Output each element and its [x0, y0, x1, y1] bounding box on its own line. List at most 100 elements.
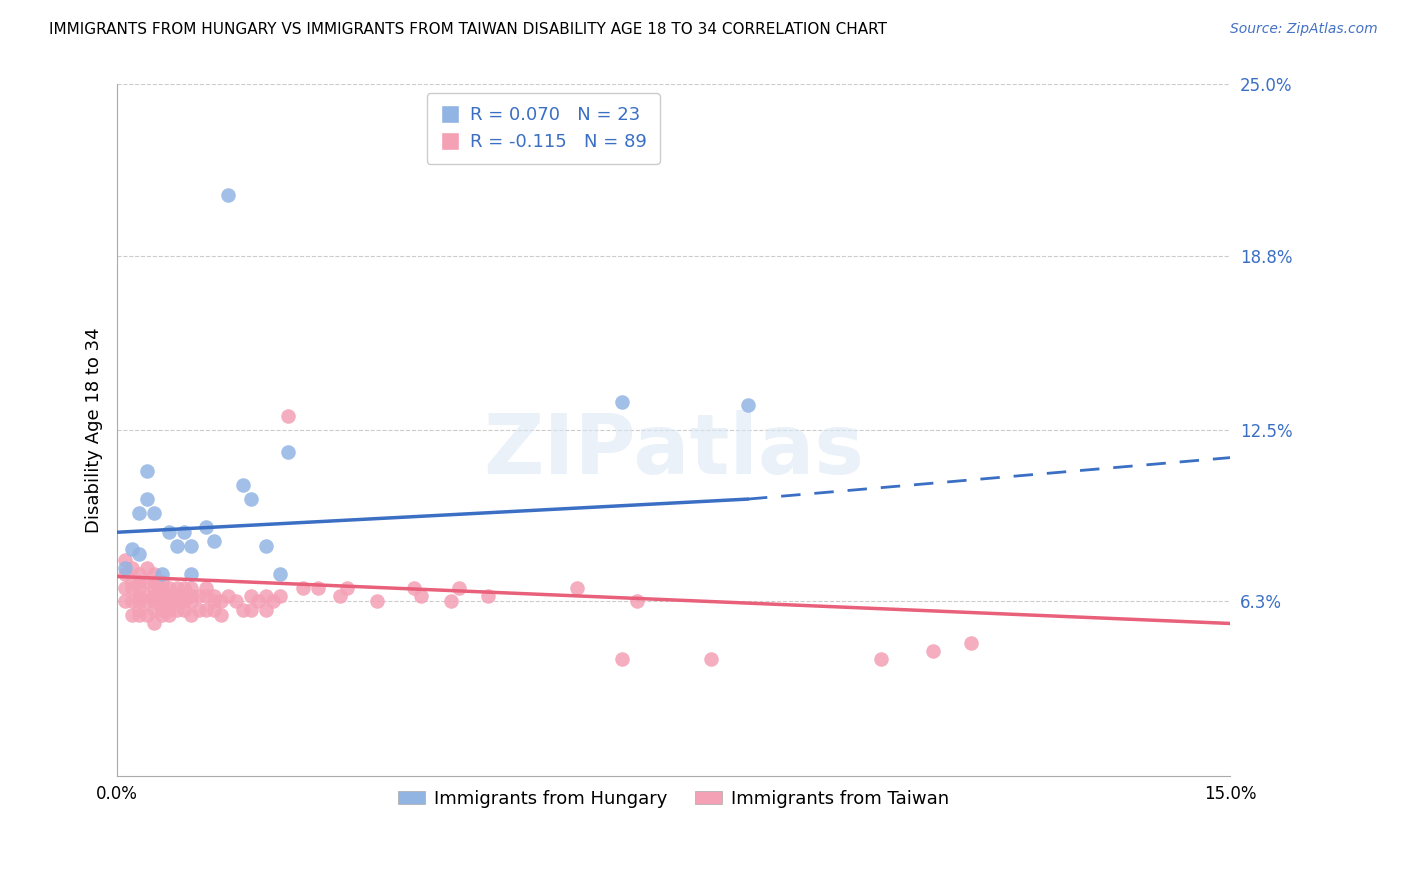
Point: [180, 581, 202, 595]
Point: [150, 574, 173, 589]
Point: [870, 652, 893, 666]
Point: [128, 608, 150, 623]
Point: [202, 594, 225, 608]
Point: [173, 602, 195, 616]
Point: [202, 602, 225, 616]
Point: [626, 594, 648, 608]
Point: [135, 465, 157, 479]
Point: [143, 566, 166, 581]
Point: [700, 652, 723, 666]
Text: Source: ZipAtlas.com: Source: ZipAtlas.com: [1230, 22, 1378, 37]
Point: [202, 533, 225, 548]
Point: [128, 589, 150, 603]
Point: [195, 519, 218, 533]
Point: [232, 478, 254, 492]
Point: [166, 581, 188, 595]
Point: [157, 525, 180, 540]
Point: [166, 589, 188, 603]
Point: [135, 561, 157, 575]
Point: [150, 566, 173, 581]
Point: [166, 602, 188, 616]
Point: [239, 492, 262, 507]
Point: [239, 589, 262, 603]
Point: [173, 589, 195, 603]
Point: [114, 561, 136, 575]
Point: [150, 602, 173, 616]
Point: [121, 608, 143, 623]
Point: [202, 589, 225, 603]
Point: [143, 594, 166, 608]
Point: [173, 581, 195, 595]
Point: [195, 602, 218, 616]
Point: [254, 539, 277, 553]
Point: [157, 608, 180, 623]
Point: [195, 581, 218, 595]
Point: [135, 594, 157, 608]
Point: [610, 652, 633, 666]
Point: [121, 594, 143, 608]
Point: [128, 574, 150, 589]
Point: [128, 594, 150, 608]
Point: [143, 616, 166, 631]
Point: [128, 602, 150, 616]
Point: [218, 589, 240, 603]
Point: [218, 188, 240, 202]
Point: [247, 594, 270, 608]
Point: [477, 589, 499, 603]
Point: [239, 602, 262, 616]
Point: [329, 589, 352, 603]
Point: [157, 594, 180, 608]
Point: [150, 581, 173, 595]
Point: [173, 594, 195, 608]
Point: [128, 547, 150, 561]
Point: [157, 602, 180, 616]
Point: [121, 541, 143, 556]
Point: [277, 445, 299, 459]
Point: [157, 589, 180, 603]
Point: [157, 581, 180, 595]
Point: [209, 594, 232, 608]
Point: [114, 566, 136, 581]
Point: [440, 594, 463, 608]
Legend: Immigrants from Hungary, Immigrants from Taiwan: Immigrants from Hungary, Immigrants from…: [391, 782, 956, 815]
Point: [121, 561, 143, 575]
Point: [150, 589, 173, 603]
Point: [180, 608, 202, 623]
Text: IMMIGRANTS FROM HUNGARY VS IMMIGRANTS FROM TAIWAN DISABILITY AGE 18 TO 34 CORREL: IMMIGRANTS FROM HUNGARY VS IMMIGRANTS FR…: [49, 22, 887, 37]
Point: [187, 602, 209, 616]
Point: [411, 589, 433, 603]
Point: [209, 608, 232, 623]
Point: [737, 398, 759, 412]
Point: [187, 589, 209, 603]
Point: [114, 581, 136, 595]
Point: [166, 539, 188, 553]
Point: [269, 589, 291, 603]
Point: [232, 602, 254, 616]
Point: [307, 581, 329, 595]
Point: [135, 608, 157, 623]
Point: [180, 566, 202, 581]
Point: [143, 602, 166, 616]
Y-axis label: Disability Age 18 to 34: Disability Age 18 to 34: [86, 327, 103, 533]
Point: [195, 589, 218, 603]
Point: [254, 589, 277, 603]
Point: [128, 581, 150, 595]
Point: [143, 506, 166, 520]
Point: [143, 574, 166, 589]
Point: [135, 492, 157, 507]
Point: [291, 581, 314, 595]
Point: [402, 581, 425, 595]
Point: [567, 581, 589, 595]
Point: [128, 506, 150, 520]
Point: [180, 589, 202, 603]
Point: [610, 395, 633, 409]
Point: [135, 574, 157, 589]
Point: [180, 539, 202, 553]
Point: [180, 594, 202, 608]
Point: [336, 581, 359, 595]
Point: [959, 636, 981, 650]
Point: [150, 594, 173, 608]
Point: [922, 644, 945, 658]
Point: [225, 594, 247, 608]
Point: [150, 608, 173, 623]
